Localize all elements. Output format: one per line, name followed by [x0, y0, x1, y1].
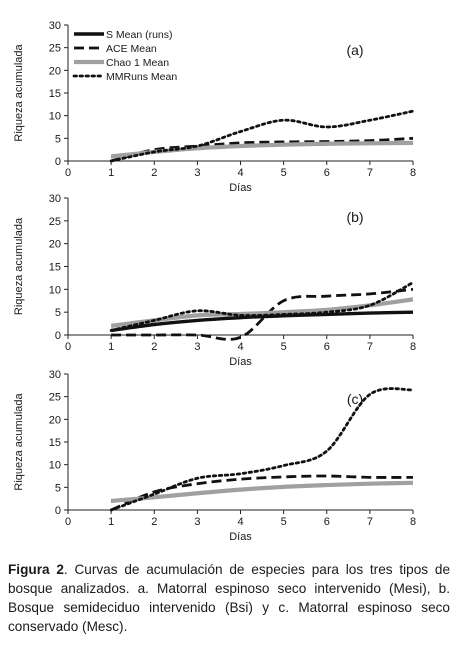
- x-tick-label: 6: [324, 167, 330, 179]
- series-line-gray: [110, 140, 414, 159]
- panel-label: (c): [347, 391, 363, 407]
- x-tick-label: 5: [281, 167, 287, 179]
- y-tick-label: 15: [49, 88, 61, 100]
- x-tick-label: 8: [410, 341, 416, 353]
- y-tick-label: 20: [49, 414, 61, 426]
- y-tick-label: 5: [55, 133, 61, 145]
- figure-caption-label: Figura 2: [8, 562, 64, 577]
- x-axis-label: Días: [229, 182, 252, 194]
- series-line-dashed: [111, 287, 414, 341]
- panel-label: (a): [346, 42, 363, 58]
- series-line-dashed: [110, 136, 414, 163]
- y-tick-label: 20: [49, 65, 61, 77]
- x-tick-label: 7: [367, 167, 373, 179]
- x-tick-label: 6: [324, 516, 330, 528]
- y-tick-label: 20: [49, 239, 61, 251]
- x-tick-label: 2: [151, 341, 157, 353]
- figure-caption: Figura 2. Curvas de acumulación de espec…: [8, 560, 450, 636]
- y-tick-label: 25: [49, 392, 61, 404]
- x-tick-label: 7: [367, 516, 373, 528]
- y-tick-label: 15: [49, 437, 61, 449]
- chart-panel-1: 0 5 10 15 20 25 30 0 1 2 3 4 5 6 7 8 Días Riqueza acumula…: [13, 20, 416, 194]
- x-tick-label: 0: [65, 167, 71, 179]
- x-tick-label: 5: [281, 341, 287, 353]
- x-tick-label: 2: [151, 167, 157, 179]
- x-tick-label: 1: [108, 167, 114, 179]
- x-tick-label: 2: [151, 516, 157, 528]
- series-line-dotted: [109, 281, 415, 332]
- panel-label: (b): [346, 209, 363, 225]
- x-axis-label: Días: [229, 356, 252, 368]
- legend-entry: ACE Mean: [106, 43, 157, 55]
- chart-panel-3: 0 5 10 15 20 25 30 0 1 2 3 4 5 6 7 8 Días Riqueza acumula…: [13, 369, 416, 543]
- series-line-solid: [110, 310, 414, 333]
- y-tick-label: 0: [55, 505, 61, 517]
- x-tick-label: 3: [194, 341, 200, 353]
- y-tick-label: 5: [55, 482, 61, 494]
- y-tick-label: 25: [49, 43, 61, 55]
- x-tick-label: 1: [108, 516, 114, 528]
- x-tick-label: 3: [194, 516, 200, 528]
- y-axis-label: Riqueza acumulada: [13, 393, 25, 491]
- x-tick-label: 4: [237, 516, 243, 528]
- y-axis-label: Riqueza acumulada: [13, 217, 25, 315]
- legend-entry: MMRuns Mean: [106, 71, 177, 83]
- y-tick-label: 25: [49, 216, 61, 228]
- chart-legend: S Mean (runs) ACE Mean Chao 1 Mean MMRuns M…: [72, 29, 177, 83]
- y-axis-label: Riqueza acumulada: [13, 44, 25, 142]
- x-tick-label: 3: [194, 167, 200, 179]
- y-tick-label: 30: [49, 20, 61, 32]
- y-tick-label: 0: [55, 156, 61, 168]
- x-tick-label: 8: [410, 167, 416, 179]
- chart-panel-2: 0 5 10 15 20 25 30 0 1 2 3 4 5 6 7 8 Días Riqueza acumula…: [13, 193, 416, 368]
- x-tick-label: 5: [281, 516, 287, 528]
- x-tick-label: 7: [367, 341, 373, 353]
- legend-entry: Chao 1 Mean: [106, 57, 169, 69]
- series-line-dotted: [109, 387, 415, 512]
- x-tick-label: 4: [237, 341, 243, 353]
- y-tick-label: 10: [49, 284, 61, 296]
- y-tick-label: 0: [55, 330, 61, 342]
- series-line-dotted: [109, 109, 415, 163]
- figure-caption-text: . Curvas de acumulación de especies para…: [8, 562, 450, 634]
- y-tick-label: 30: [49, 369, 61, 381]
- y-tick-label: 10: [49, 460, 61, 472]
- y-tick-label: 5: [55, 307, 61, 319]
- x-tick-label: 6: [324, 341, 330, 353]
- y-tick-label: 30: [49, 193, 61, 205]
- x-tick-label: 8: [410, 516, 416, 528]
- series-line-gray: [110, 480, 414, 504]
- y-tick-label: 15: [49, 262, 61, 274]
- x-axis-label: Días: [229, 531, 252, 543]
- legend-entry: S Mean (runs): [106, 29, 173, 41]
- series-line-dashed: [110, 474, 414, 512]
- x-tick-label: 0: [65, 516, 71, 528]
- x-tick-label: 1: [108, 341, 114, 353]
- x-tick-label: 4: [237, 167, 243, 179]
- x-tick-label: 0: [65, 341, 71, 353]
- y-tick-label: 10: [49, 111, 61, 123]
